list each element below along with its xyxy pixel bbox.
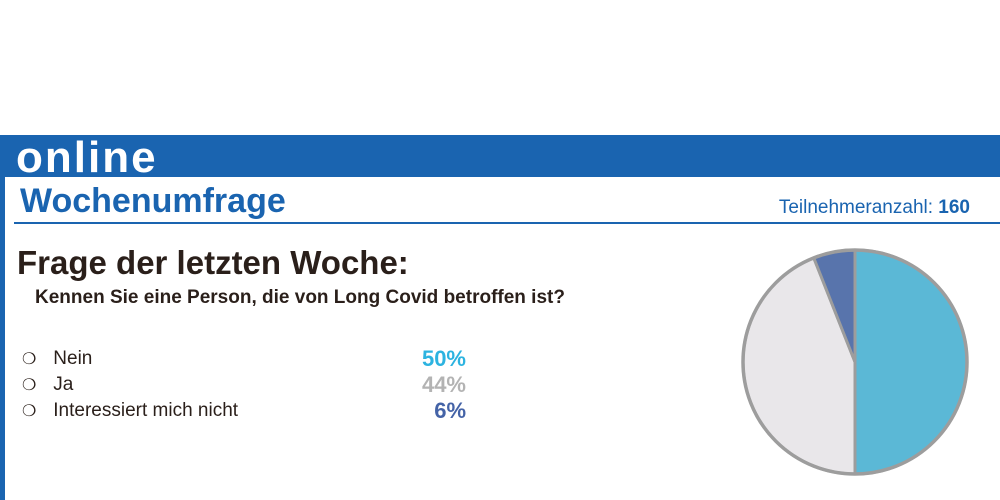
left-edge-accent: [0, 177, 5, 500]
pie-slice-nein: [853, 248, 969, 476]
section-title: Wochenumfrage: [20, 182, 286, 220]
header-divider: [14, 222, 1000, 224]
answer-row: ❍ Ja 44%: [22, 372, 466, 398]
radio-circle-icon: ❍: [22, 377, 37, 394]
question-heading: Frage der letzten Woche:: [17, 244, 409, 281]
answer-row: ❍ Nein 50%: [22, 346, 466, 372]
participant-count-value: 160: [938, 197, 970, 218]
participant-count-label: Teilnehmeranzahl:: [778, 197, 934, 218]
answer-row: ❍ Interessiert mich nicht 6%: [22, 398, 466, 424]
answer-percent: 6%: [434, 398, 466, 423]
question-text: Kennen Sie eine Person, die von Long Cov…: [35, 287, 565, 308]
participant-count: Teilnehmeranzahl: 160: [779, 196, 970, 220]
brand-title: online: [16, 133, 158, 182]
pie-outline: [741, 248, 969, 476]
answer-percent: 44%: [421, 372, 466, 397]
answer-label: Nein: [53, 348, 93, 369]
answer-list: ❍ Nein 50% ❍ Ja 44% ❍ Interessiert mich …: [22, 346, 466, 424]
answer-label: Interessiert mich nicht: [53, 400, 239, 421]
radio-circle-icon: ❍: [22, 403, 37, 420]
header-bar: [0, 135, 1000, 177]
answer-percent: 50%: [421, 346, 466, 371]
radio-circle-icon: ❍: [22, 351, 37, 368]
answer-label: Ja: [53, 374, 74, 395]
